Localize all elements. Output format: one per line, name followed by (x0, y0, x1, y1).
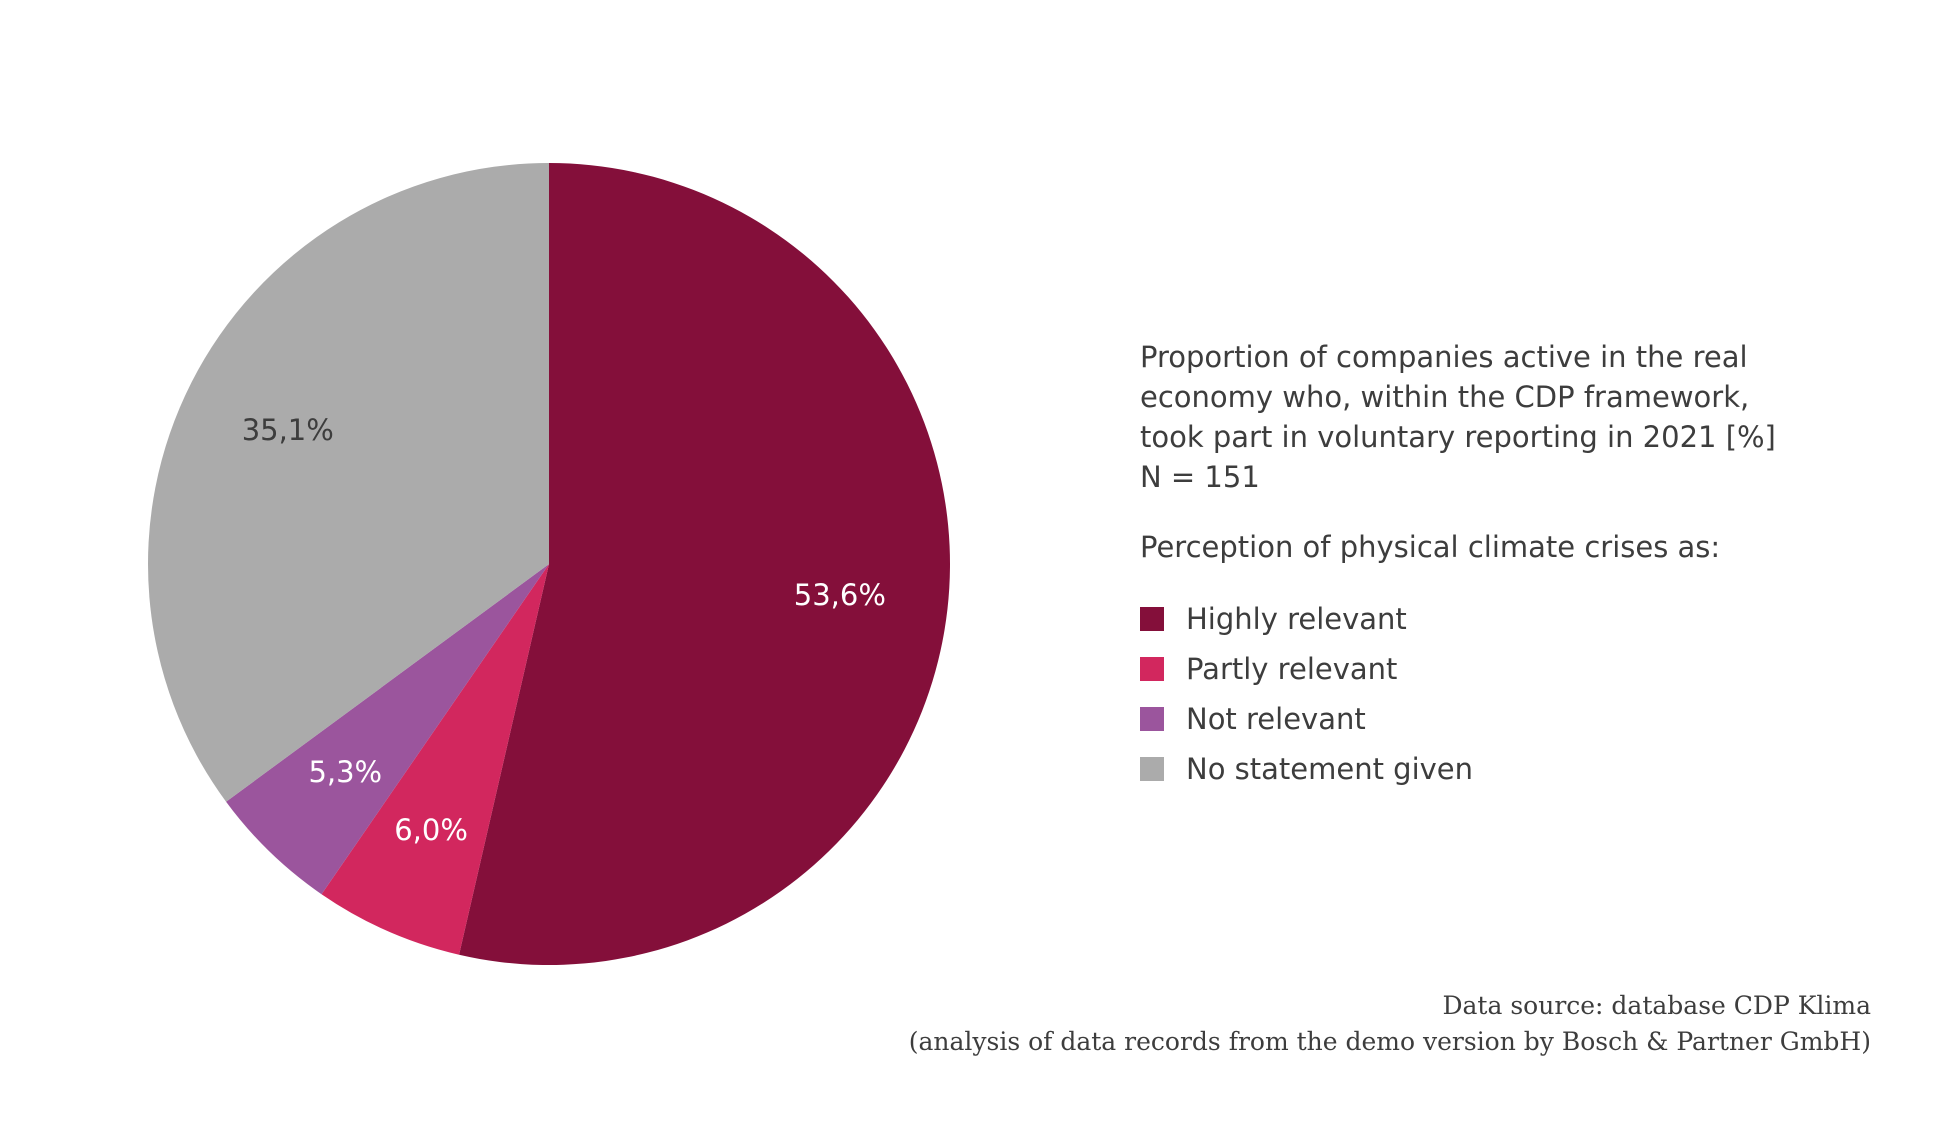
pie-slice-partly-relevant (321, 564, 549, 955)
legend-label: Highly relevant (1186, 602, 1407, 636)
pie-slice-highly-relevant (459, 163, 950, 965)
data-source-note: Data source: database CDP Klima (analysi… (909, 988, 1871, 1060)
legend-label: No statement given (1186, 752, 1474, 786)
legend: Highly relevant Partly relevant Not rele… (1140, 594, 1473, 794)
title-line-1: Proportion of companies active in the re… (1140, 340, 1748, 374)
legend-item-not-relevant: Not relevant (1140, 694, 1473, 744)
legend-item-partly-relevant: Partly relevant (1140, 644, 1473, 694)
legend-swatch (1140, 757, 1164, 781)
title-sample-size: N = 151 (1140, 460, 1260, 494)
slice-value-label: 5,3% (308, 755, 382, 789)
title-line-2: economy who, within the CDP framework, (1140, 380, 1750, 414)
chart-title: Proportion of companies active in the re… (1140, 337, 1900, 497)
title-line-3: took part in voluntary reporting in 2021… (1140, 420, 1776, 454)
legend-label: Partly relevant (1186, 652, 1398, 686)
pie-slice-no-statement-given (148, 163, 549, 802)
data-source-line-1: Data source: database CDP Klima (1442, 991, 1871, 1020)
slice-value-label: 6,0% (394, 813, 468, 847)
legend-item-highly-relevant: Highly relevant (1140, 594, 1473, 644)
legend-swatch (1140, 607, 1164, 631)
slice-value-label: 53,6% (794, 578, 886, 612)
data-source-line-2: (analysis of data records from the demo … (908, 1027, 1871, 1056)
pie-slice-not-relevant (226, 564, 549, 895)
legend-label: Not relevant (1186, 702, 1366, 736)
slice-value-label: 35,1% (242, 413, 334, 447)
legend-swatch (1140, 657, 1164, 681)
legend-heading: Perception of physical climate crises as… (1140, 530, 1721, 564)
legend-item-no-statement-given: No statement given (1140, 744, 1473, 794)
legend-swatch (1140, 707, 1164, 731)
